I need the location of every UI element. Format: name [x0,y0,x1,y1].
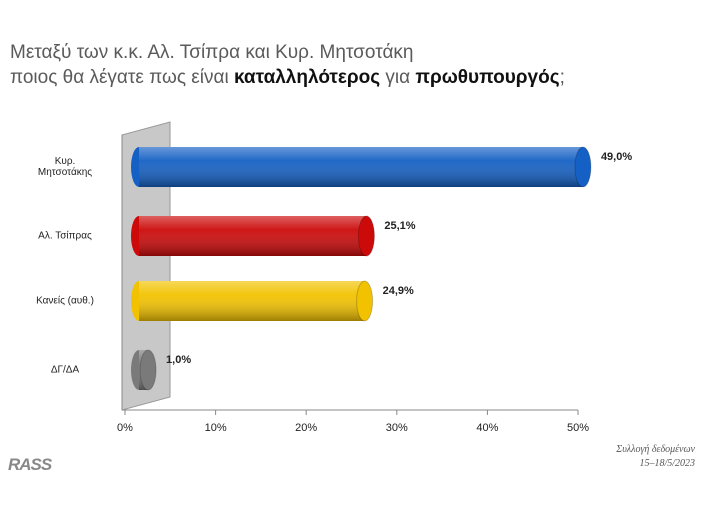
x-tick-label: 20% [295,422,317,434]
x-tick-label: 40% [476,422,498,434]
bar-shade [139,216,367,256]
category-label: Αλ. Τσίπρας [38,230,92,242]
value-label: 24,9% [383,285,414,297]
bar-cap [574,146,592,188]
source-label: Συλλογή δεδομένων [616,444,695,455]
title-segment: ; [559,67,565,88]
title-segment: καταλληλότερος [233,67,381,88]
source-date: 15–18/5/2023 [639,458,695,469]
x-tick-label: 0% [117,422,133,434]
bar-cap [356,280,374,322]
category-label: Κυρ. Μητσοτάκης [37,156,93,178]
chart-title: Μεταξύ των κ.κ. Αλ. Τσίπρα και Κυρ. Μητσ… [10,40,565,90]
title-segment: πρωθυπουργός [415,67,560,88]
bar-shade [139,281,365,321]
bar-cap [139,349,157,391]
bar-cap [357,215,375,257]
title-segment: Μεταξύ των κ.κ. Αλ. Τσίπρα και Κυρ. Μητσ… [10,42,414,63]
x-tick-label: 10% [205,422,227,434]
bar-shade [139,147,583,187]
title-segment: ποιος θα λέγατε πως είναι [10,67,234,88]
value-label: 49,0% [601,151,632,163]
category-label: ΔΓ/ΔΑ [50,364,80,376]
value-label: 1,0% [166,354,191,366]
category-label: Κανείς (αυθ.) [36,295,94,307]
title-segment: για [380,67,416,88]
logo: RASS [8,455,52,474]
value-label: 25,1% [384,220,415,232]
x-tick-label: 50% [567,422,589,434]
x-tick-label: 30% [386,422,408,434]
